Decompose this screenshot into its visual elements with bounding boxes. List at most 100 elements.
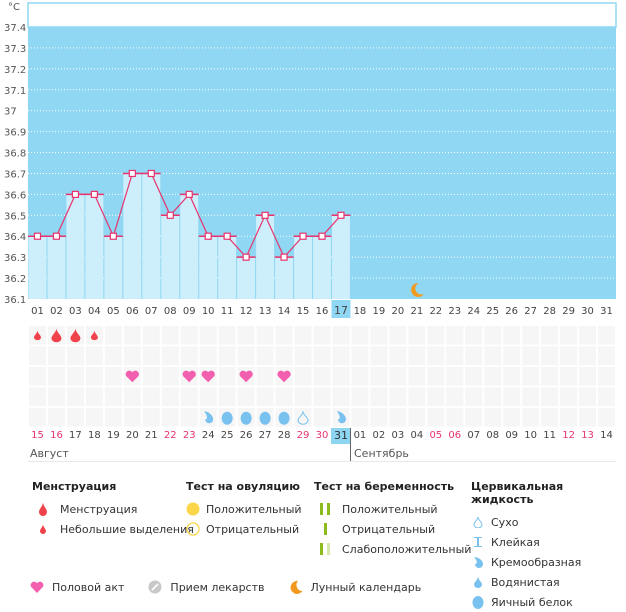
grid-cell — [465, 367, 483, 386]
temperature-point — [299, 232, 307, 240]
temperature-bar — [218, 236, 237, 299]
temperature-bar — [66, 194, 85, 299]
grid-cell — [47, 408, 65, 427]
x-tick-label: 04 — [88, 306, 101, 317]
grid-cell — [408, 387, 426, 406]
egg-white-icon — [278, 411, 290, 425]
dry-drop-outline-icon — [471, 516, 485, 528]
temperature-bar — [256, 215, 275, 299]
y-tick-label: 37.4 — [4, 23, 26, 34]
grid-cell — [294, 326, 312, 345]
grid-cell — [351, 367, 369, 386]
calendar-day-label: 10 — [524, 430, 538, 441]
legend-label: Клейкая — [491, 535, 540, 549]
legend-item: Положительный — [186, 499, 302, 519]
legend-title: Менструация — [32, 480, 117, 493]
grid-cell — [370, 387, 388, 406]
egg-white-icon — [259, 411, 271, 425]
grid-cell — [560, 387, 578, 406]
grid-cell — [275, 326, 293, 345]
calendar-day-label: 23 — [182, 430, 196, 441]
x-tick-label: 06 — [126, 306, 139, 317]
grid-cell — [104, 387, 122, 406]
x-tick-label: 14 — [278, 306, 291, 317]
grid-cell — [66, 367, 84, 386]
grid-cell — [332, 326, 350, 345]
y-tick-label: 36.7 — [4, 169, 26, 180]
x-tick-label: 26 — [505, 306, 518, 317]
month-label-august: Август — [30, 447, 69, 460]
grid-cell — [408, 326, 426, 345]
grid-cell — [503, 326, 521, 345]
grid-cell — [123, 346, 141, 365]
grid-cell — [237, 326, 255, 345]
grid-cell — [579, 408, 597, 427]
temperature-point — [204, 232, 212, 240]
heart-icon — [125, 370, 139, 383]
legend-ovulation-test: Тест на овуляцию Положительный Отрицател… — [186, 480, 302, 539]
calendar-day-label: 05 — [429, 430, 443, 441]
grid-cell — [104, 326, 122, 345]
grid-cell — [294, 408, 312, 427]
x-tick-label: 21 — [410, 306, 423, 317]
temperature-point — [185, 190, 193, 198]
grid-cell — [503, 387, 521, 406]
grid-cell — [351, 346, 369, 365]
legend-item: Небольшие выделения — [32, 519, 194, 539]
grid-cell — [579, 326, 597, 345]
grid-cell — [313, 387, 331, 406]
grid-cell — [408, 346, 426, 365]
grid-cell — [465, 346, 483, 365]
temperature-bar — [237, 257, 256, 299]
grid-cell — [332, 367, 350, 386]
grid-cell — [389, 387, 407, 406]
blood-drop-small-icon — [32, 524, 54, 534]
grid-cell — [522, 326, 540, 345]
grid-cell — [598, 408, 615, 427]
calendar-day-label: 29 — [296, 430, 310, 441]
grid-cell — [47, 346, 65, 365]
temperature-bar — [85, 194, 104, 299]
x-tick-label: 13 — [259, 306, 272, 317]
x-tick-label: 02 — [50, 306, 63, 317]
grid-cell — [294, 346, 312, 365]
creamy-swirl-icon — [204, 411, 214, 424]
grid-cell — [427, 326, 445, 345]
calendar-day-label: 07 — [467, 430, 481, 441]
grid-cell — [29, 408, 46, 427]
grid-cell — [598, 326, 615, 345]
pill-icon — [148, 580, 162, 594]
grid-cell — [389, 326, 407, 345]
legend-pregnancy-test: Тест на беременность Положительный Отриц… — [314, 480, 471, 559]
grid-cell — [579, 367, 597, 386]
legend-label: Слабоположительный — [342, 542, 472, 556]
grid-cell — [370, 326, 388, 345]
legend-label: Отрицательный — [342, 522, 436, 536]
blood-drop-icon — [33, 330, 41, 341]
x-tick-label: 31 — [600, 306, 613, 317]
x-tick-label: 05 — [107, 306, 120, 317]
legend-item: Сухо — [471, 512, 626, 532]
grid-cell — [560, 346, 578, 365]
grid-cell — [29, 367, 46, 386]
grid-cell — [446, 387, 464, 406]
y-tick-label: 36.3 — [4, 253, 26, 264]
grid-cell — [522, 387, 540, 406]
legend-label: Менструация — [60, 502, 138, 516]
single-line-negative-icon — [314, 523, 336, 535]
grid-cell — [256, 387, 274, 406]
grid-cell — [465, 408, 483, 427]
egg-white-icon — [471, 595, 485, 609]
temperature-point — [90, 190, 98, 198]
calendar-day-label: 08 — [486, 430, 500, 441]
creamy-swirl-icon — [336, 411, 346, 424]
calendar-day-label: 14 — [600, 430, 613, 441]
x-tick-label: 16 — [316, 306, 329, 317]
grid-cell — [161, 326, 179, 345]
grid-cell — [541, 346, 559, 365]
grid-cell — [503, 408, 521, 427]
grid-cell — [427, 408, 445, 427]
grid-cell — [66, 346, 84, 365]
grid-cell — [142, 408, 160, 427]
temperature-bar — [199, 236, 218, 299]
